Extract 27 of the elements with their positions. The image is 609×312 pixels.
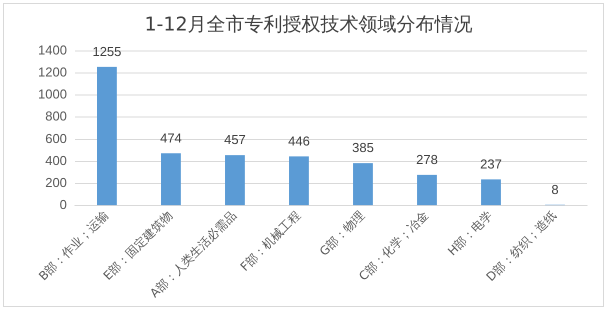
y-tick-label: 1000 [38,86,67,102]
bar [417,174,437,206]
y-tick-label: 400 [45,152,67,168]
data-label: 385 [352,140,374,156]
bar [481,179,501,206]
x-tick-label: G部：物理 [316,208,368,259]
bar [353,163,373,206]
bar [161,153,181,206]
data-label: 446 [288,133,310,148]
x-tick-label: F部：机械工程 [238,208,304,274]
y-tick-label: 1400 [38,42,67,58]
data-label: 8 [551,182,559,197]
bar [225,155,245,206]
bar [289,156,309,206]
x-tick-label: H部：电学 [445,208,496,258]
y-tick-label: 1200 [38,64,67,80]
data-label: 237 [480,156,502,172]
chart-title: 1-12月全市专利授权技术领域分布情况 [144,13,473,36]
data-label: 278 [416,152,438,167]
y-tick-label: 600 [45,130,67,146]
data-label: 457 [224,132,246,148]
data-label: 474 [160,130,182,146]
y-tick-label: 0 [60,197,67,212]
y-tick-label: 800 [45,108,67,124]
bar [97,66,117,206]
y-tick-label: 200 [45,175,67,190]
data-label: 1255 [92,44,122,59]
